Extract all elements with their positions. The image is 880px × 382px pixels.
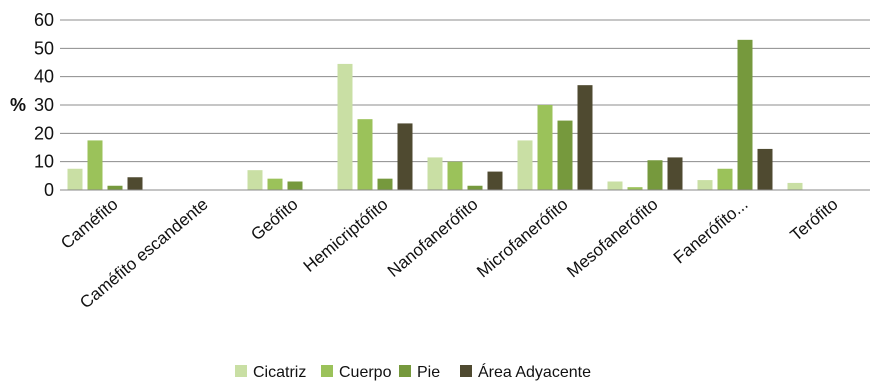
legend-label: Cuerpo [339, 364, 392, 381]
y-tick-label: 60 [34, 10, 54, 30]
bar [697, 180, 713, 190]
bar [627, 187, 643, 190]
legend: Cicatriz Cuerpo Pie Área Adyacente [235, 362, 591, 381]
bar [127, 177, 143, 190]
legend-swatch [399, 365, 411, 377]
bar [737, 39, 753, 191]
x-tick-label: Nanofanerófito [384, 195, 482, 281]
y-tick-label: 50 [34, 38, 54, 58]
y-tick-label: 10 [34, 152, 54, 172]
bar [517, 140, 533, 190]
bar [337, 63, 353, 190]
bar [487, 171, 503, 190]
y-tick-label: 30 [34, 95, 54, 115]
bar [647, 160, 663, 190]
bar [717, 168, 733, 190]
bar [447, 161, 463, 190]
bar [667, 157, 683, 190]
bars [67, 39, 803, 191]
gridlines [60, 19, 870, 163]
bar [607, 181, 623, 190]
bar [377, 178, 393, 190]
bar [247, 170, 263, 190]
y-axis-label: % [10, 95, 26, 115]
bar [87, 140, 103, 190]
bar [787, 182, 803, 190]
bar [557, 120, 573, 190]
x-tick-label: Microfanerófito [473, 195, 571, 282]
legend-label: Cicatriz [253, 364, 306, 381]
legend-label: Pie [417, 364, 440, 381]
x-tick-label: Terófito [787, 195, 842, 245]
x-tick-label: Geófito [247, 195, 301, 245]
bar [287, 181, 303, 190]
bar [357, 119, 373, 190]
y-tick-label: 0 [44, 180, 54, 200]
bar [67, 168, 83, 190]
bar [427, 157, 443, 190]
legend-swatch [460, 365, 472, 377]
legend-swatch [235, 365, 247, 377]
legend-swatch [321, 365, 333, 377]
y-tick-label: 20 [34, 123, 54, 143]
bar [107, 185, 123, 190]
x-tick-label: Hemicriptófito [300, 195, 392, 276]
y-tick-label: 40 [34, 67, 54, 87]
x-tick-label: Fanerófito... [670, 195, 752, 268]
x-tick-label: Mesofanerófito [563, 195, 661, 282]
bar [267, 178, 283, 190]
bar [537, 105, 553, 190]
y-axis-ticks: 0 10 20 30 40 50 60 [34, 10, 54, 200]
bar [467, 185, 483, 190]
x-tick-label: Caméfito [57, 195, 121, 253]
bar [397, 123, 413, 190]
legend-label: Área Adyacente [478, 362, 591, 381]
bar [577, 85, 593, 190]
bar [757, 148, 773, 190]
